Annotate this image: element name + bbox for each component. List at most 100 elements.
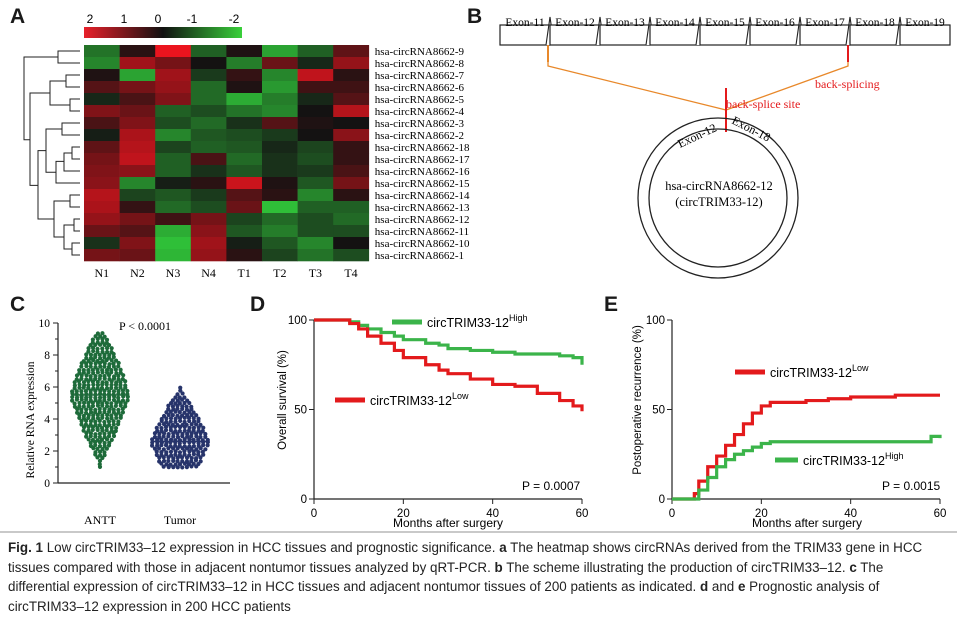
c-dot — [187, 453, 192, 458]
heatmap-cell — [119, 165, 156, 178]
c-dot — [150, 437, 155, 442]
c-dot — [84, 373, 89, 378]
c-dot — [170, 413, 175, 418]
heatmap-cell — [262, 177, 298, 190]
c-dot — [182, 437, 187, 442]
c-dot — [166, 458, 171, 463]
c-dot — [88, 394, 93, 400]
c-dot — [180, 391, 185, 396]
xtick-label: 0 — [669, 508, 675, 520]
e-legend-high: circTRIM33-12High — [775, 451, 903, 468]
heatmap-cell — [84, 225, 120, 238]
c-dot — [152, 446, 158, 451]
series-line — [314, 318, 584, 412]
c-dot — [113, 385, 119, 390]
c-dot — [177, 409, 182, 415]
c-dot — [118, 413, 123, 418]
c-dot — [201, 425, 206, 430]
heatmap-cell — [119, 105, 156, 118]
c-dot — [86, 382, 91, 388]
heatmap-cell — [84, 69, 120, 82]
c-dot — [88, 410, 94, 415]
heatmap-cell — [262, 165, 298, 178]
c-dot — [97, 395, 103, 400]
d-legend-low-label: circTRIM33-12 — [370, 394, 452, 408]
d-legend-high-label: circTRIM33-12 — [427, 316, 509, 330]
c-dot — [182, 449, 187, 454]
c-dot — [104, 386, 110, 391]
c-dot — [196, 428, 201, 433]
c-ylabel: Relative RNA expression — [25, 361, 37, 478]
c-dot — [184, 422, 189, 427]
c-dot — [123, 383, 128, 388]
heatmap-cell — [262, 57, 298, 70]
heatmap-cell — [333, 177, 370, 190]
c-dot — [164, 410, 169, 415]
heatmap-cell — [262, 213, 298, 226]
circle-exon18-label: Exon-18 — [730, 113, 773, 144]
heatmap-cell — [155, 237, 192, 250]
heatmap-cell — [297, 237, 334, 250]
c-dot — [166, 412, 171, 418]
heatmap-row-label: hsa-circRNA8662-15 — [375, 178, 470, 190]
c-dot — [95, 379, 100, 385]
heatmap-cell — [333, 225, 370, 238]
c-dot — [77, 368, 82, 373]
heatmap-row-label: hsa-circRNA8662-16 — [375, 166, 470, 178]
back-splicing-line-left — [547, 62, 727, 111]
c-dot — [95, 382, 101, 388]
c-dot — [116, 407, 121, 412]
heatmap-cell — [226, 165, 263, 178]
heatmap-column-label: T1 — [238, 266, 251, 280]
c-dot — [191, 410, 196, 415]
heatmap-cell — [119, 177, 156, 190]
xtick-label: 40 — [486, 508, 499, 520]
heatmap-row-labels: hsa-circRNA8662-9hsa-circRNA8662-8hsa-ci… — [375, 46, 470, 262]
c-dot — [113, 367, 118, 372]
e-legend-low-label: circTRIM33-12 — [770, 366, 852, 380]
c-dot — [83, 389, 89, 394]
heatmap-cell — [262, 81, 298, 94]
c-dot — [100, 380, 105, 385]
c-dot — [100, 346, 105, 351]
c-dot — [111, 361, 116, 366]
heatmap-cell — [226, 141, 263, 154]
c-dot — [93, 365, 98, 370]
c-dot — [95, 425, 100, 431]
panel-letter-c: C — [10, 293, 26, 316]
heatmap-cell — [119, 141, 156, 154]
c-dot — [97, 443, 103, 449]
c-dot — [84, 355, 89, 361]
c-dot — [74, 377, 79, 382]
heatmap-row-label: hsa-circRNA8662-14 — [375, 190, 470, 202]
series-line — [672, 393, 940, 501]
heatmap-cell — [119, 129, 156, 142]
caption-a-text: The heatmap shows circRNAs derived from … — [8, 540, 923, 575]
heatmap-cell — [155, 117, 192, 130]
c-dot — [93, 422, 98, 428]
heatmap-row-label: hsa-circRNA8662-3 — [375, 118, 465, 130]
c-dot — [203, 431, 208, 437]
heatmap-column-label: T2 — [273, 266, 286, 280]
c-dot — [102, 407, 107, 412]
back-splice-site-label: back-splice site — [726, 97, 800, 111]
c-dot — [72, 383, 77, 388]
c-dot — [191, 416, 196, 421]
c-dot — [83, 422, 89, 427]
heatmap-cell — [226, 93, 263, 106]
c-dot — [86, 413, 91, 418]
heatmap-column-label: N3 — [166, 266, 181, 280]
circrna-inner-ring — [648, 128, 788, 268]
c-ytick-label: 8 — [44, 350, 50, 362]
c-dot — [200, 428, 205, 434]
c-dot — [109, 425, 114, 431]
heatmap-cell — [297, 57, 334, 70]
c-dot — [99, 425, 105, 431]
heatmap-cell — [84, 153, 120, 166]
c-dot — [194, 447, 199, 452]
c-dot — [173, 443, 178, 448]
heatmap-cell — [226, 117, 263, 130]
back-splicing-label: back-splicing — [815, 77, 880, 91]
e-curves — [672, 393, 942, 501]
c-dot — [102, 434, 107, 440]
